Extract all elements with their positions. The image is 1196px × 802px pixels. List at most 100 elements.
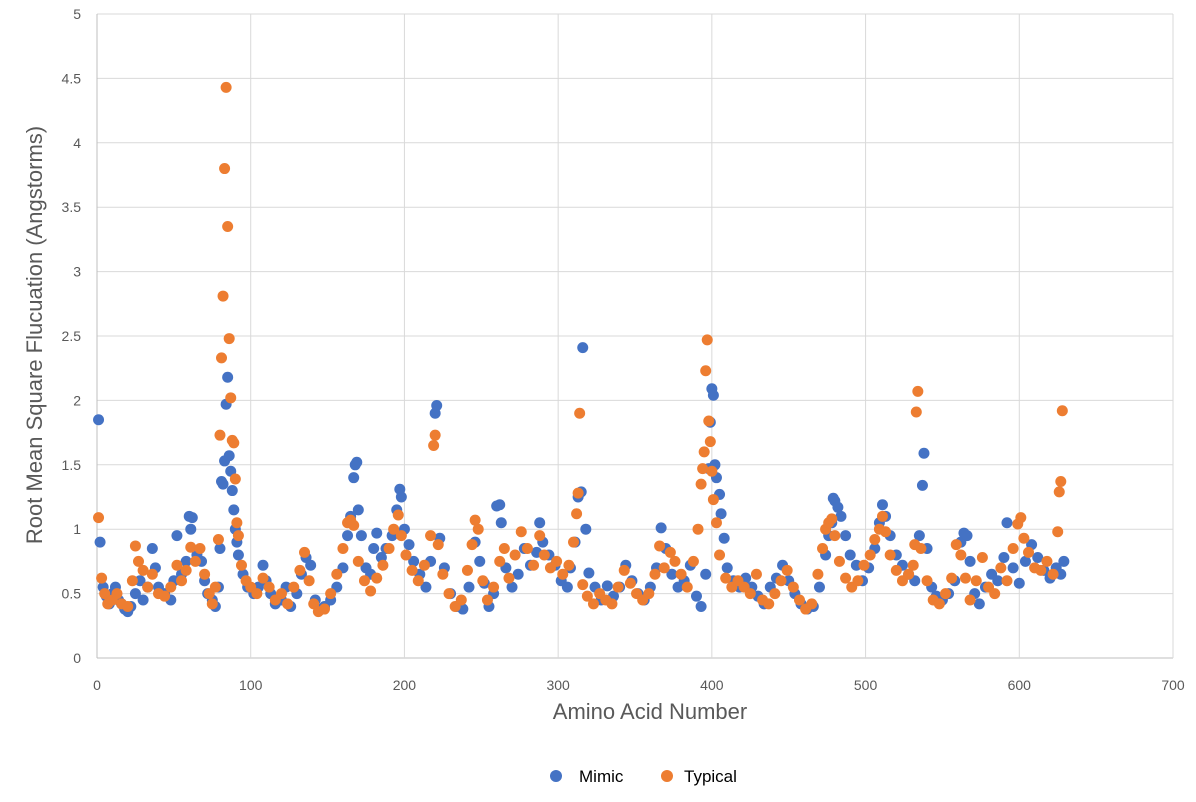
- data-point-mimic: [916, 479, 928, 491]
- data-point-typical: [159, 590, 171, 602]
- data-point-typical: [129, 540, 141, 552]
- data-point-mimic: [223, 450, 235, 462]
- data-point-mimic: [577, 342, 589, 354]
- data-point-typical: [217, 290, 229, 302]
- data-point-typical: [222, 221, 234, 233]
- y-tick-label: 0: [73, 650, 81, 666]
- data-point-typical: [1041, 555, 1053, 567]
- data-point-mimic: [844, 549, 856, 561]
- data-point-typical: [216, 352, 228, 364]
- data-point-typical: [720, 572, 732, 584]
- data-point-typical: [455, 594, 467, 606]
- data-point-mimic: [813, 581, 825, 593]
- data-point-typical: [214, 429, 226, 441]
- data-point-mimic: [1058, 555, 1070, 567]
- data-point-typical: [477, 575, 489, 587]
- data-point-typical: [701, 334, 713, 346]
- data-point-typical: [358, 575, 370, 587]
- data-point-typical: [437, 568, 449, 580]
- y-tick-label: 4.5: [62, 70, 82, 86]
- data-point-typical: [563, 559, 575, 571]
- data-point-typical: [99, 588, 111, 600]
- data-point-typical: [538, 549, 550, 561]
- data-point-typical: [494, 555, 506, 567]
- data-point-typical: [429, 429, 441, 441]
- data-point-typical: [964, 594, 976, 606]
- data-point-mimic: [368, 543, 380, 555]
- data-point-mimic: [506, 581, 518, 593]
- data-point-typical: [371, 572, 383, 584]
- data-point-typical: [194, 543, 206, 555]
- data-point-mimic: [431, 400, 443, 412]
- data-point-typical: [199, 568, 211, 580]
- data-point-typical: [658, 562, 670, 574]
- gridlines: [96, 13, 1174, 659]
- data-point-mimic: [146, 543, 158, 555]
- data-point-typical: [707, 494, 719, 506]
- x-tick-label: 0: [93, 677, 101, 693]
- data-point-typical: [406, 564, 418, 576]
- data-point-mimic: [835, 510, 847, 522]
- data-point-typical: [643, 588, 655, 600]
- data-point-typical: [612, 581, 624, 593]
- data-point-typical: [428, 439, 440, 451]
- x-tick-label: 100: [239, 677, 263, 693]
- data-point-mimic: [257, 559, 269, 571]
- data-point-typical: [521, 543, 533, 555]
- data-point-typical: [1007, 543, 1019, 555]
- data-point-typical: [557, 568, 569, 580]
- data-point-typical: [365, 585, 377, 597]
- data-point-typical: [392, 509, 404, 521]
- data-point-mimic: [180, 555, 192, 567]
- data-point-mimic: [666, 568, 678, 580]
- data-point-mimic: [992, 575, 1004, 587]
- data-point-typical: [231, 517, 243, 529]
- data-point-typical: [907, 559, 919, 571]
- data-point-typical: [1047, 568, 1059, 580]
- data-point-typical: [498, 543, 510, 555]
- data-point-mimic: [580, 523, 592, 535]
- data-point-typical: [528, 559, 540, 571]
- data-point-typical: [282, 598, 294, 610]
- x-axis-title: Amino Acid Number: [553, 699, 747, 724]
- data-point-mimic: [1019, 555, 1031, 567]
- data-point-mimic: [342, 530, 354, 542]
- data-point-typical: [1015, 512, 1027, 524]
- data-point-typical: [443, 588, 455, 600]
- data-point-typical: [400, 549, 412, 561]
- data-point-mimic: [721, 562, 733, 574]
- legend: Mimic Typical: [550, 767, 737, 786]
- data-point-typical: [225, 392, 237, 404]
- data-point-typical: [840, 572, 852, 584]
- data-point-typical: [232, 530, 244, 542]
- data-point-typical: [700, 365, 712, 377]
- data-point-mimic: [93, 414, 105, 426]
- data-point-mimic: [918, 447, 930, 459]
- data-point-typical: [793, 594, 805, 606]
- y-tick-label: 2.5: [62, 328, 82, 344]
- data-point-mimic: [961, 530, 973, 542]
- data-point-typical: [294, 564, 306, 576]
- data-point-mimic: [352, 504, 364, 516]
- data-point-mimic: [403, 539, 415, 551]
- data-point-typical: [876, 510, 888, 522]
- data-point-typical: [910, 406, 922, 418]
- data-point-typical: [165, 581, 177, 593]
- data-point-typical: [697, 463, 709, 475]
- data-point-mimic: [186, 512, 198, 524]
- data-point-typical: [955, 549, 967, 561]
- data-point-typical: [710, 517, 722, 529]
- data-point-mimic: [601, 580, 613, 592]
- data-point-typical: [318, 603, 330, 615]
- data-point-mimic: [876, 499, 888, 511]
- data-point-typical: [93, 512, 105, 524]
- y-tick-label: 0.5: [62, 586, 82, 602]
- data-point-mimic: [228, 504, 240, 516]
- data-point-typical: [503, 572, 515, 584]
- x-tick-label: 700: [1161, 677, 1185, 693]
- data-point-typical: [912, 385, 924, 397]
- data-point-typical: [703, 415, 715, 427]
- data-point-typical: [185, 541, 197, 553]
- data-point-typical: [669, 555, 681, 567]
- data-point-typical: [675, 568, 687, 580]
